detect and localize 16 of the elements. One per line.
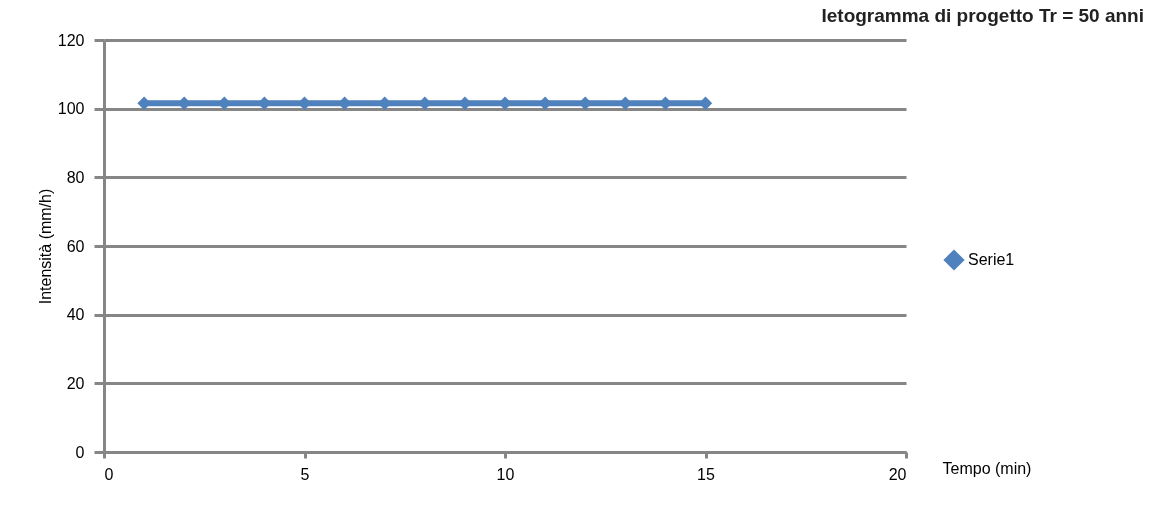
x-tick-label: 15	[697, 465, 715, 483]
y-tick-label: 60	[66, 237, 85, 255]
x-tick-label: 20	[888, 465, 907, 483]
y-tick-label: 100	[57, 100, 85, 118]
y-tick-label: 40	[66, 306, 85, 324]
text: Ietogramma di progetto Tr = 50 anni	[821, 5, 1144, 26]
x-axis-title: Tempo (min)	[942, 459, 1032, 477]
x-tick-label: 10	[496, 465, 515, 483]
y-tick-label: 120	[57, 31, 85, 49]
legend-label: Serie1	[968, 251, 1015, 268]
x-tick-label: 5	[300, 465, 310, 483]
y-tick-label: 0	[75, 443, 85, 461]
y-tick-label: 80	[66, 168, 85, 186]
y-tick-label: 20	[66, 374, 85, 392]
x-tick-label: 0	[104, 465, 114, 483]
y-axis-title: Intensità (mm/h)	[36, 188, 54, 305]
